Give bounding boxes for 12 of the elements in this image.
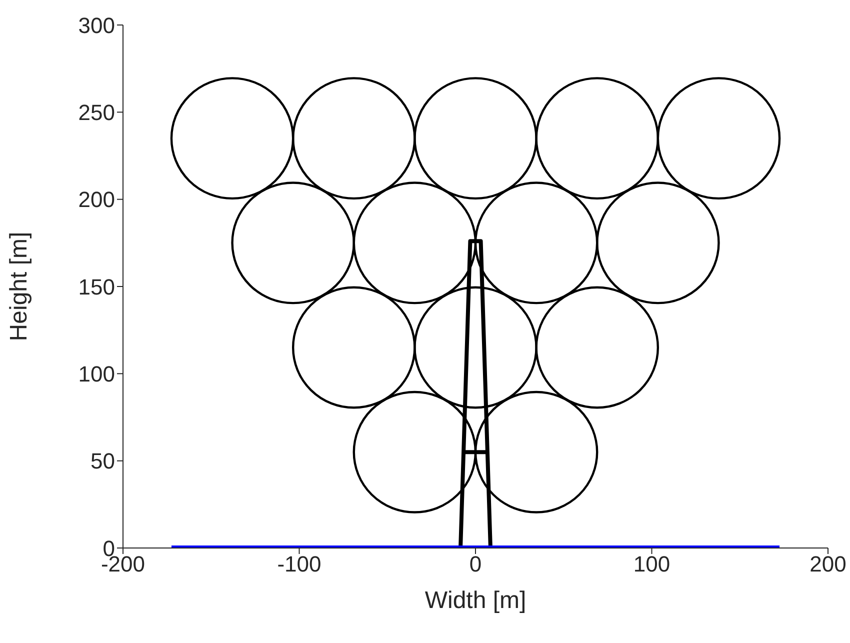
y-tick-label: 200 xyxy=(78,187,115,212)
y-tick-label: 300 xyxy=(78,12,115,38)
x-tick-label: 0 xyxy=(469,552,482,577)
x-tick-label: 100 xyxy=(633,552,670,577)
y-tick-label: 50 xyxy=(90,448,115,474)
x-tick-label: -100 xyxy=(277,552,322,577)
y-tick-label: 150 xyxy=(78,274,115,300)
y-axis-title: Height [m] xyxy=(6,232,33,342)
y-tick-label: 250 xyxy=(78,100,115,125)
x-axis-title: Width [m] xyxy=(424,587,526,614)
y-tick-label: 100 xyxy=(78,361,115,386)
x-tick-label: 200 xyxy=(810,552,846,577)
